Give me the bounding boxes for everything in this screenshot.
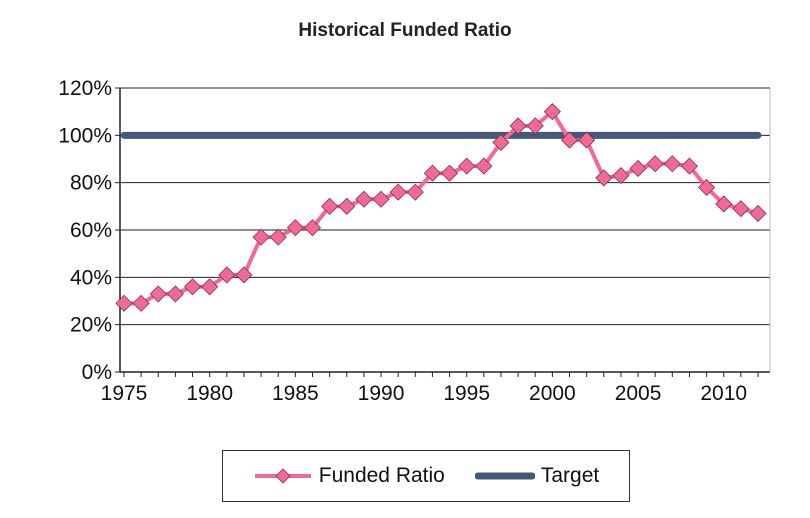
funded-ratio-point: [560, 131, 579, 149]
funded-ratio-point: [338, 197, 356, 215]
diamond-line-icon: [254, 468, 311, 484]
funded-ratio-point: [715, 195, 733, 213]
funded-ratio-point: [646, 155, 664, 173]
funded-ratio-point: [578, 131, 596, 149]
funded-ratio-point: [406, 183, 424, 201]
y-tick-label: 0%: [82, 361, 112, 384]
funded-ratio-point: [183, 278, 202, 296]
funded-ratio-point: [303, 219, 322, 237]
legend-item-target: Target: [474, 464, 600, 488]
funded-ratio-point: [509, 117, 527, 135]
funded-ratio-point: [252, 228, 270, 246]
funded-ratio-point: [475, 157, 493, 175]
funded-ratio-point: [389, 183, 407, 201]
x-tick-label: 1985: [272, 382, 319, 405]
legend-item-funded-ratio: Funded Ratio: [253, 464, 445, 488]
funded-ratio-point: [612, 167, 630, 185]
chart-title: Historical Funded Ratio: [298, 20, 512, 41]
y-tick-label: 20%: [70, 314, 112, 337]
funded-ratio-point: [732, 200, 750, 218]
x-tick-label: 1995: [443, 382, 490, 405]
funded-ratio-point: [526, 117, 544, 135]
funded-ratio-point: [201, 278, 219, 296]
funded-ratio-point: [441, 164, 459, 182]
x-tick-label: 2010: [700, 382, 747, 405]
legend-label: Funded Ratio: [318, 464, 445, 487]
y-tick-label: 40%: [70, 266, 112, 289]
funded-ratio-point: [235, 266, 253, 284]
funded-ratio-point: [492, 133, 510, 151]
x-tick-label: 2005: [615, 382, 662, 405]
funded-ratio-point: [269, 228, 287, 246]
x-tick-label: 1990: [358, 382, 405, 405]
funded-ratio-point: [286, 219, 304, 237]
funded-ratio-point: [321, 197, 339, 215]
y-tick-label: 80%: [70, 172, 112, 195]
funded-ratio-point: [149, 285, 167, 303]
legend: Funded Ratio Target: [222, 450, 630, 502]
funded-ratio-point: [595, 169, 613, 187]
y-tick-label: 100%: [58, 124, 112, 147]
funded-ratio-point: [663, 155, 681, 173]
funded-ratio-point: [629, 159, 647, 178]
funded-ratio-point: [423, 164, 441, 182]
funded-ratio-point: [132, 294, 150, 312]
funded-ratio-point: [698, 178, 716, 196]
line-icon: [474, 472, 535, 480]
funded-ratio-point: [218, 266, 236, 284]
plot-area: 0% 20% 40% 60% 80% 100% 120% 1975 1980 1985 1990 19…: [58, 77, 771, 405]
funded-ratio-point: [543, 103, 561, 121]
funded-ratio-point: [115, 294, 133, 312]
y-tick-label: 120%: [58, 77, 112, 100]
funded-ratio-point: [749, 204, 767, 222]
x-tick-label: 1980: [186, 382, 233, 405]
funded-ratio-point: [458, 157, 476, 175]
legend-label: Target: [540, 464, 600, 487]
funded-ratio-point: [372, 190, 390, 208]
x-tick-label: 1975: [101, 382, 148, 405]
funded-ratio-point: [680, 157, 699, 175]
funded-ratio-point: [355, 190, 373, 208]
x-tick-label: 2000: [529, 382, 576, 405]
funded-ratio-point: [166, 285, 184, 303]
y-tick-label: 60%: [70, 219, 112, 242]
